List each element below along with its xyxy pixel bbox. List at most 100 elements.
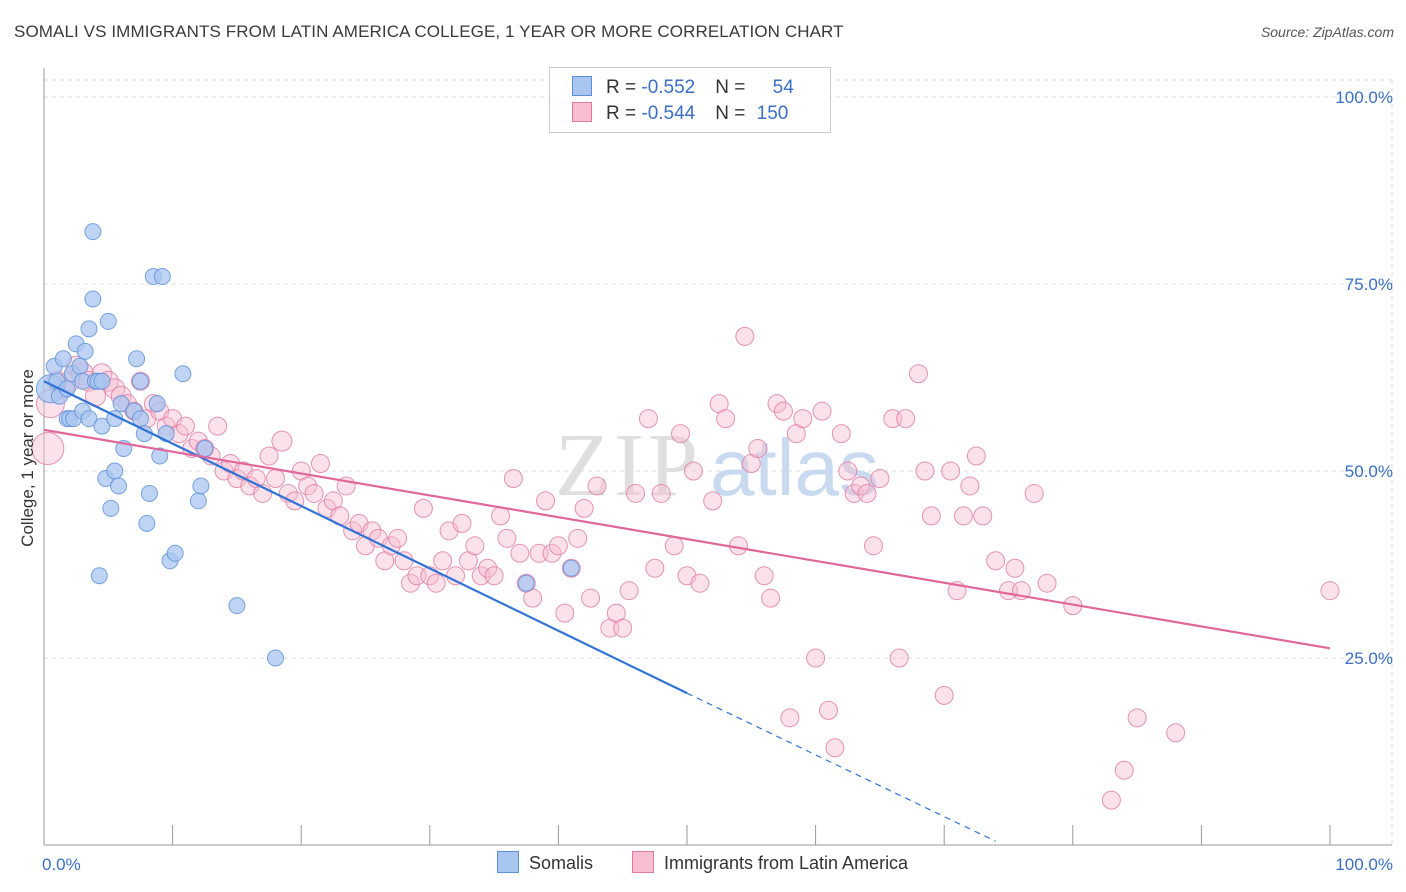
legend-n-label: N = [715,77,751,98]
somalis-point [174,365,192,383]
immigrants-point [626,483,646,503]
somalis-point [84,223,102,241]
legend-label-immigrants: Immigrants from Latin America [664,853,909,873]
somalis-point [148,395,166,413]
somalis-point [196,440,214,458]
somalis-point [84,290,102,308]
legend-r-value: -0.552 [641,77,696,98]
somalis-point [151,447,169,465]
somalis-point [153,268,171,286]
watermark-zip: ZIP [555,416,702,515]
immigrants-point [960,476,980,496]
immigrants-point [915,461,935,481]
immigrants-point [426,573,446,593]
legend-item-immigrants[interactable]: Immigrants from Latin America [632,851,908,874]
somalis-point [76,342,94,360]
legend-r-label: R = [606,103,642,124]
immigrants-point [31,432,65,466]
immigrants-point [388,528,408,548]
chart-title: SOMALI VS IMMIGRANTS FROM LATIN AMERICA … [14,22,844,41]
immigrants-point [748,439,768,459]
somalis-point [228,597,246,615]
immigrants-point [175,416,195,436]
immigrants-point [754,566,774,586]
immigrants-point [966,446,986,466]
immigrants-point [536,491,556,511]
immigrants-point [1024,483,1044,503]
immigrants-point [773,401,793,421]
immigrants-point [310,454,330,474]
immigrants-point [484,566,504,586]
immigrants-point [870,468,890,488]
immigrants-point [664,536,684,556]
immigrants-point [831,424,851,444]
x-tick-label-min: 0.0% [42,855,81,874]
legend-swatch-somalis [572,76,592,96]
immigrants-point [986,551,1006,571]
immigrants-point [298,476,318,496]
legend-n-value: 54 [772,77,794,98]
y-axis-title: College, 1 year or more [18,369,37,547]
immigrants-point [613,618,633,638]
immigrants-point [690,573,710,593]
immigrants-point [1320,581,1340,601]
source-label: Source: ZipAtlas.com [1260,24,1394,40]
somalis-point [140,484,158,502]
immigrants-point [548,536,568,556]
immigrants-point [1127,708,1147,728]
immigrants-point [645,558,665,578]
somalis-point [99,312,117,330]
immigrants-point [503,468,523,488]
immigrants-point [735,326,755,346]
immigrants-point [812,401,832,421]
legend-r-value: -0.544 [641,103,696,124]
x-tick-label-max: 100.0% [1335,855,1393,874]
watermark-atlas: atlas [710,423,879,512]
immigrants-point [780,708,800,728]
somalis-point [157,425,175,443]
somalis-point [106,462,124,480]
trend-lines [43,380,1331,842]
immigrants-point [581,588,601,608]
immigrants-point [394,551,414,571]
immigrants-point [619,581,639,601]
immigrants-point [523,588,543,608]
immigrants-point [452,513,472,533]
immigrants-point [793,409,813,429]
immigrants-point [401,573,421,593]
immigrants-point [863,536,883,556]
axis-labels: 25.0% 50.0% 75.0% 100.0% 0.0% 100.0% College, … [18,88,1393,874]
somalis-point [102,499,120,517]
immigrants-point [259,446,279,466]
immigrants-point [651,483,671,503]
immigrants-point [478,558,498,578]
legend-row-somalis: R = -0.552 N = 54 [572,76,794,100]
somalis-point [93,417,111,435]
somalis-point [128,350,146,368]
immigrants-point [818,700,838,720]
somalis-point [517,574,535,592]
somalis-point [192,477,210,495]
axes [43,68,1392,846]
immigrants-point [851,476,871,496]
legend-row-immigrants: R = -0.544 N = 150 [572,102,788,126]
immigrants-point [574,498,594,518]
somalis-point [110,477,128,495]
immigrants-point [671,424,691,444]
immigrants-point [838,461,858,481]
somalis-point [138,514,156,532]
y-tick-label: 100.0% [1335,88,1393,107]
immigrants-point [1005,558,1025,578]
somalis-point [80,320,98,338]
immigrants-point [921,506,941,526]
legend-item-somalis[interactable]: Somalis [497,851,593,874]
correlation-legend: R = -0.552 N = 54 R = -0.544 N = 150 [549,67,831,133]
immigrants-point [941,461,961,481]
series-immigrants-points [31,326,1340,810]
legend-swatch-immigrants [632,851,654,873]
immigrants-point [889,648,909,668]
immigrants-point [1114,760,1134,780]
immigrants-trend-line [43,428,1331,650]
somalis-point [562,559,580,577]
